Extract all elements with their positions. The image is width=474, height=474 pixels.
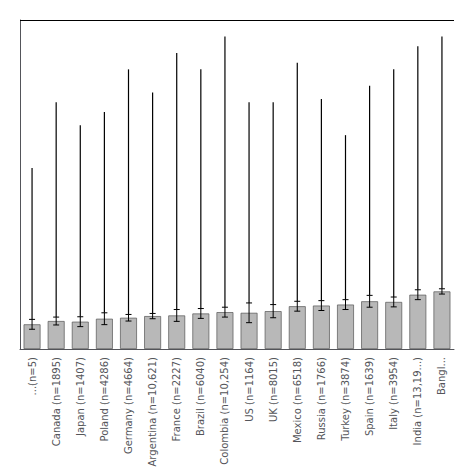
svg-text:Mexico (n=6518): Mexico (n=6518) xyxy=(292,357,303,443)
svg-text:Japan (n=1407): Japan (n=1407) xyxy=(75,357,86,437)
svg-text:Germany (n=4664): Germany (n=4664) xyxy=(123,357,134,454)
svg-text:UK (n=8015): UK (n=8015) xyxy=(268,357,279,422)
svg-text:...(n=5): ...(n=5) xyxy=(27,357,38,396)
svg-text:US (n=1164): US (n=1164) xyxy=(244,357,255,422)
svg-text:Turkey (n=3874): Turkey (n=3874) xyxy=(340,357,351,442)
svg-text:Poland (n=4286): Poland (n=4286) xyxy=(99,357,110,442)
svg-text:Colombia (n=10,254): Colombia (n=10,254) xyxy=(219,357,230,465)
svg-text:India (n=13,19...): India (n=13,19...) xyxy=(412,357,423,446)
svg-text:Spain (n=1639): Spain (n=1639) xyxy=(364,357,375,436)
svg-text:Bangl...: Bangl... xyxy=(436,357,447,395)
svg-text:Brazil (n=6040): Brazil (n=6040) xyxy=(195,357,206,436)
svg-text:Argentina (n=10,621): Argentina (n=10,621) xyxy=(147,357,158,467)
svg-text:Russia (n=1766): Russia (n=1766) xyxy=(316,357,327,440)
svg-text:France (n=2227): France (n=2227) xyxy=(171,357,182,441)
svg-text:Canada (n=1895): Canada (n=1895) xyxy=(51,357,62,446)
svg-text:Italy (n=3954): Italy (n=3954) xyxy=(388,357,399,430)
